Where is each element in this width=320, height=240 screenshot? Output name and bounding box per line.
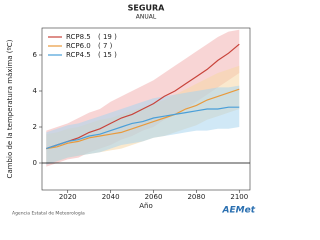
footer-agency: Agencia Estatal de Meteorología bbox=[12, 210, 85, 217]
x-tick-label: 2020 bbox=[59, 193, 77, 201]
y-tick-label: 2 bbox=[33, 123, 37, 131]
chart-subtitle: ANUAL bbox=[136, 14, 157, 21]
x-axis-label: Año bbox=[139, 202, 153, 210]
legend-label: RCP6.0 bbox=[66, 42, 91, 50]
plot-frame bbox=[41, 27, 251, 191]
y-axis-label: Cambio de la temperatura máxima (ºC) bbox=[6, 39, 14, 178]
legend-count: ( 7 ) bbox=[98, 42, 113, 50]
x-tick-label: 2040 bbox=[102, 193, 120, 201]
series-line bbox=[46, 106, 240, 150]
y-tick-label: 0 bbox=[33, 159, 37, 167]
x-tick-label: 2080 bbox=[187, 193, 205, 201]
chart-title: SEGURA bbox=[128, 4, 165, 13]
legend-label: RCP8.5 bbox=[66, 33, 91, 41]
y-tick-label: 6 bbox=[33, 51, 38, 59]
footer-logo: AEMet bbox=[222, 206, 256, 216]
legend-count: ( 19 ) bbox=[98, 33, 117, 41]
chart: SEGURA ANUAL Cambio de la temperatura má… bbox=[6, 4, 256, 217]
y-tick-label: 4 bbox=[33, 87, 38, 95]
series-line bbox=[46, 43, 240, 150]
x-tick-label: 2100 bbox=[230, 193, 248, 201]
legend-count: ( 15 ) bbox=[98, 51, 117, 59]
series-line bbox=[46, 88, 240, 150]
x-tick-label: 2060 bbox=[145, 193, 163, 201]
legend-label: RCP4.5 bbox=[66, 51, 91, 59]
